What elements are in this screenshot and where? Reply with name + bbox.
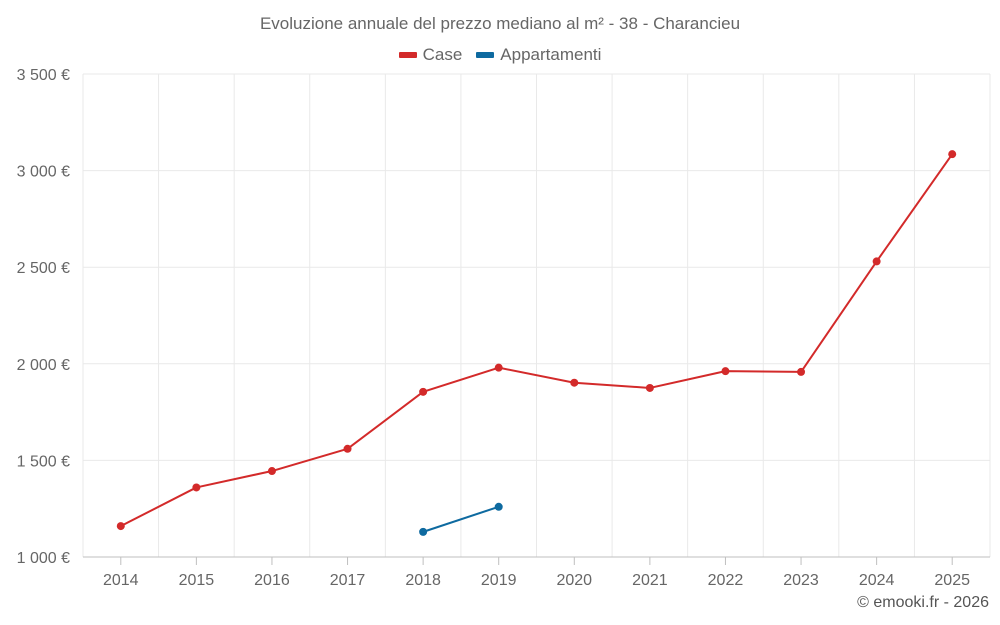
y-tick-label: 2 500 € (17, 260, 70, 277)
data-point-case (645, 383, 654, 392)
y-tick-label: 2 000 € (17, 357, 70, 374)
credit-text: © emooki.fr - 2026 (857, 594, 989, 611)
x-tick-label: 2020 (556, 572, 592, 589)
legend-label-appartamenti: Appartamenti (500, 45, 602, 64)
legend: Case Appartamenti (0, 45, 1000, 65)
x-tick-label: 2023 (783, 572, 819, 589)
series-line-appartamenti (422, 505, 500, 533)
data-point-appartamenti (419, 527, 428, 536)
x-tick-label: 2019 (481, 572, 517, 589)
x-tick-label: 2024 (859, 572, 895, 589)
x-tick-label: 2014 (103, 572, 139, 589)
data-point-case (343, 444, 352, 453)
data-point-case (116, 522, 125, 531)
chart-title: Evoluzione annuale del prezzo mediano al… (259, 14, 741, 33)
x-tick-label: 2022 (708, 572, 744, 589)
data-point-case (494, 363, 503, 372)
data-point-case (570, 378, 579, 387)
x-tick-label: 2017 (330, 572, 366, 589)
legend-item-appartamenti[interactable]: Appartamenti (476, 45, 601, 65)
data-point-case (872, 257, 881, 266)
data-point-case (267, 467, 276, 476)
x-tick-label: 2025 (934, 572, 970, 589)
y-tick-label: 3 000 € (17, 164, 70, 181)
x-tick-label: 2016 (254, 572, 290, 589)
data-point-case (948, 150, 957, 159)
x-tick-label: 2018 (405, 572, 441, 589)
legend-swatch-case (398, 52, 417, 58)
y-tick-label: 1 000 € (17, 550, 70, 567)
legend-label-case: Case (422, 45, 463, 64)
data-point-case (419, 387, 428, 396)
legend-swatch-appartamenti (476, 52, 495, 58)
x-tick-label: 2015 (179, 572, 215, 589)
x-tick-label: 2021 (632, 572, 668, 589)
data-point-appartamenti (494, 502, 503, 511)
y-tick-label: 3 500 € (17, 67, 70, 84)
y-tick-label: 1 500 € (17, 453, 70, 470)
data-point-case (797, 367, 806, 376)
legend-item-case[interactable]: Case (398, 45, 463, 65)
data-point-case (192, 483, 201, 492)
series-line-case (120, 153, 954, 527)
data-point-case (721, 367, 730, 376)
